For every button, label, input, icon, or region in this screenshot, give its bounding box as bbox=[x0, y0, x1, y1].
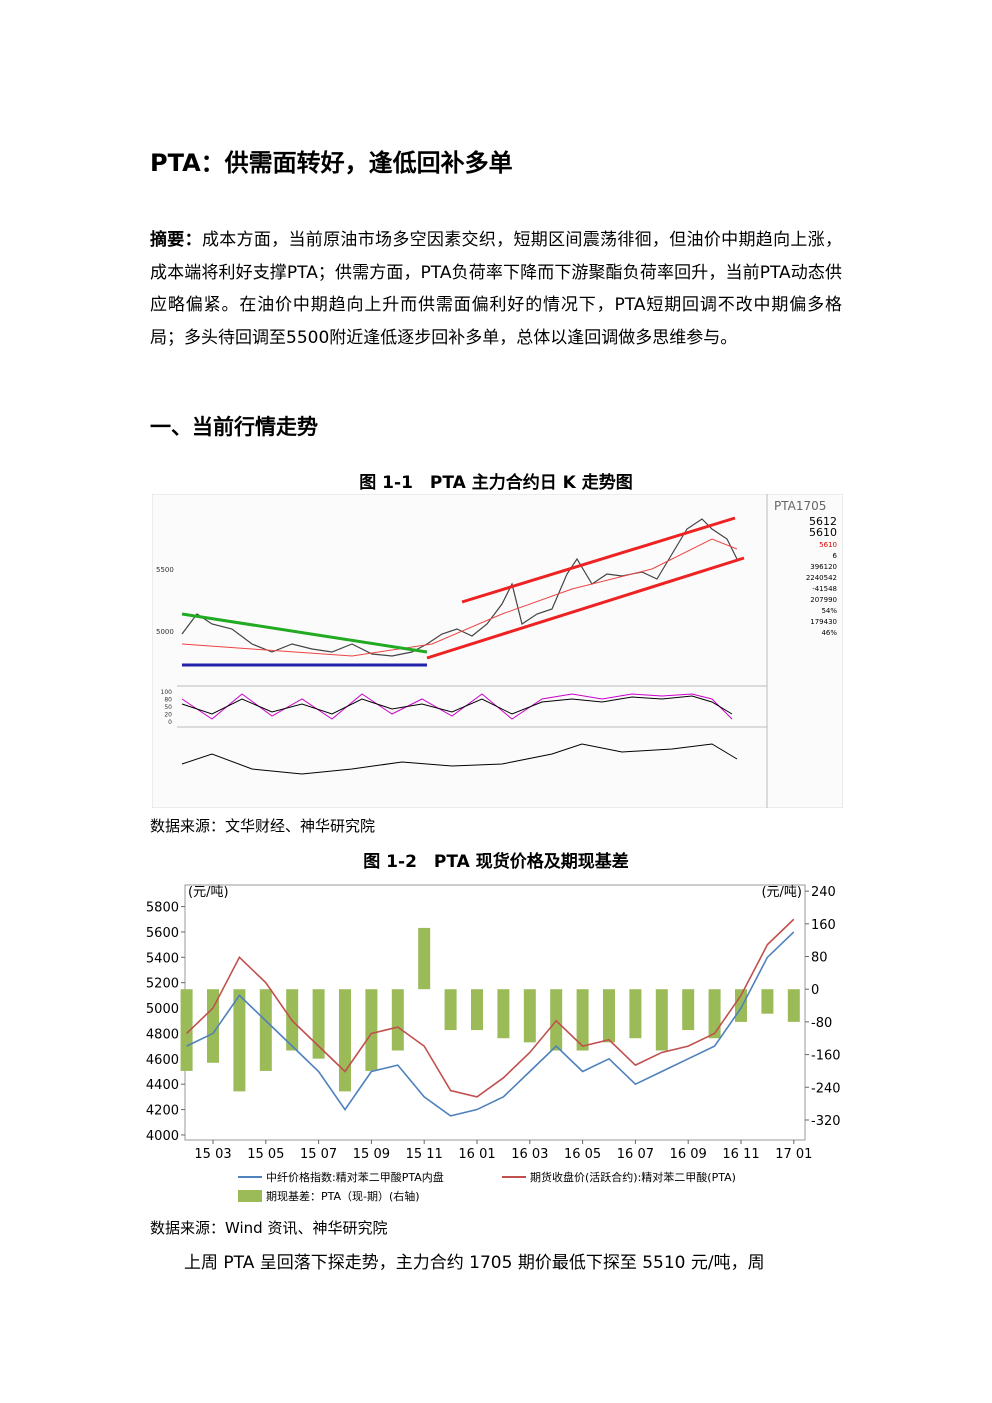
trend-line bbox=[461, 516, 736, 604]
basis-bar bbox=[471, 989, 483, 1031]
x-tick-label: 16 07 bbox=[617, 1147, 654, 1162]
x-tick-label: 15 09 bbox=[353, 1147, 390, 1162]
quote-value: 54% bbox=[821, 607, 837, 615]
figure-caption: 图 1-2 PTA 现货价格及期现基差 bbox=[363, 852, 629, 872]
y2-tick-label: -320 bbox=[811, 1114, 841, 1129]
legend-label: 期货收盘价(活跃合约):精对苯二甲酸(PTA) bbox=[530, 1170, 736, 1184]
osc-tick: 50 bbox=[164, 704, 172, 711]
basis-bar bbox=[655, 989, 668, 1051]
x-tick-label: 16 03 bbox=[511, 1147, 548, 1162]
basis-bar bbox=[576, 989, 589, 1051]
legend-label: 期现基差：PTA（现-期）(右轴) bbox=[266, 1189, 420, 1203]
y-axis-label: (元/吨) bbox=[188, 885, 229, 900]
y2-tick-label: 240 bbox=[811, 885, 836, 900]
quote-value: 6 bbox=[833, 552, 838, 560]
x-tick-label: 16 05 bbox=[564, 1147, 601, 1162]
basis-bar bbox=[391, 989, 404, 1051]
basis-bar bbox=[682, 989, 695, 1031]
x-tick-label: 15 03 bbox=[194, 1147, 231, 1162]
frame bbox=[152, 494, 843, 808]
panel-title: PTA1705 bbox=[774, 499, 826, 513]
y-tick-label: 4400 bbox=[146, 1078, 179, 1093]
osc-tick: 20 bbox=[164, 712, 172, 719]
x-tick-label: 16 01 bbox=[458, 1147, 495, 1162]
quote-value: 46% bbox=[821, 629, 837, 637]
basis-bar bbox=[523, 989, 536, 1043]
basis-bar bbox=[312, 989, 325, 1059]
figure-caption: 图 1-1 PTA 主力合约日 K 走势图 bbox=[359, 473, 633, 493]
y2-tick-label: 80 bbox=[811, 951, 828, 966]
osc-tick: 0 bbox=[168, 719, 172, 726]
basis-bar bbox=[497, 989, 510, 1039]
y2-tick-label: 160 bbox=[811, 918, 836, 933]
section-heading: 一、当前行情走势 bbox=[150, 415, 318, 439]
y2-axis-label: (元/吨) bbox=[761, 885, 802, 900]
doc-title: PTA：供需面转好，逢低回补多单 bbox=[150, 149, 513, 177]
basis-bar bbox=[233, 989, 246, 1092]
y-tick-label: 5400 bbox=[146, 951, 179, 966]
x-tick-label: 17 01 bbox=[775, 1147, 812, 1162]
osc-tick: 100 bbox=[161, 689, 173, 696]
basis-bar bbox=[761, 989, 774, 1014]
basis-bar bbox=[603, 989, 615, 1043]
y-tick-label: 4600 bbox=[146, 1053, 179, 1068]
quote-value: 5612 bbox=[809, 515, 837, 528]
source: 数据来源：Wind 资讯、神华研究院 bbox=[150, 1219, 388, 1237]
basis-bar bbox=[207, 989, 219, 1063]
y2-tick-label: -80 bbox=[811, 1016, 832, 1031]
basis-bar bbox=[629, 989, 642, 1039]
x-tick-label: 15 05 bbox=[247, 1147, 284, 1162]
macd-line bbox=[181, 743, 738, 775]
quote-value: -41548 bbox=[812, 585, 837, 593]
basis-bar bbox=[365, 989, 378, 1071]
osc-tick: 80 bbox=[164, 697, 172, 704]
basis-bar bbox=[444, 989, 457, 1031]
x-tick-label: 15 07 bbox=[300, 1147, 337, 1162]
trend-line bbox=[426, 556, 745, 660]
y-tick-label: 5600 bbox=[146, 926, 179, 941]
y-tick-label: 5800 bbox=[146, 901, 179, 916]
legend-label: 中纤价格指数:精对苯二甲酸PTA内盘 bbox=[266, 1170, 444, 1184]
y-tick-label: 4800 bbox=[146, 1027, 179, 1042]
price-line bbox=[181, 518, 738, 657]
legend-swatch bbox=[238, 1190, 262, 1202]
ma-line bbox=[181, 538, 738, 657]
y-tick-label: 4000 bbox=[146, 1129, 179, 1144]
quote-value: 5610 bbox=[809, 526, 837, 539]
basis-bar bbox=[787, 989, 800, 1022]
y2-tick-label: -160 bbox=[811, 1049, 841, 1064]
basis-bar bbox=[418, 927, 431, 990]
x-tick-label: 16 11 bbox=[722, 1147, 759, 1162]
summary: 摘要：成本方面，当前原油市场多空因素交织，短期区间震荡徘徊，但油价中期趋向上涨，… bbox=[150, 224, 842, 354]
quote-value: 2240542 bbox=[806, 574, 837, 582]
y-tick-label: 4200 bbox=[146, 1104, 179, 1119]
basis-bar bbox=[339, 989, 351, 1092]
basis-bar bbox=[180, 989, 193, 1071]
quote-value: 207990 bbox=[810, 596, 837, 604]
y-tick-label: 5000 bbox=[146, 1002, 179, 1017]
x-tick-label: 16 09 bbox=[670, 1147, 707, 1162]
kline-figure: PTA1705550050001008050200561256105610639… bbox=[152, 494, 843, 808]
summary-text: 成本方面，当前原油市场多空因素交织，短期区间震荡徘徊，但油价中期趋向上涨，成本端… bbox=[150, 230, 843, 348]
body-text: 上周 PTA 呈回落下探走势，主力合约 1705 期价最低下探至 5510 元/… bbox=[184, 1253, 765, 1273]
trend-line bbox=[181, 612, 428, 654]
source: 数据来源：文华财经、神华研究院 bbox=[150, 817, 376, 835]
quote-value: 5610 bbox=[819, 541, 837, 549]
price-line bbox=[186, 931, 795, 1117]
basis-bar bbox=[259, 989, 272, 1071]
price-line bbox=[186, 918, 795, 1098]
osc-line bbox=[181, 695, 733, 715]
quote-value: 179430 bbox=[810, 618, 837, 626]
x-tick-label: 15 11 bbox=[406, 1147, 443, 1162]
y-tick-label: 5200 bbox=[146, 977, 179, 992]
summary-label: 摘要： bbox=[150, 230, 202, 250]
price-tick: 5000 bbox=[156, 628, 174, 636]
quote-value: 396120 bbox=[810, 563, 837, 571]
y2-tick-label: 0 bbox=[811, 983, 819, 998]
y2-tick-label: -240 bbox=[811, 1081, 841, 1096]
price-tick: 5500 bbox=[156, 566, 174, 574]
basis-bar bbox=[708, 989, 721, 1039]
